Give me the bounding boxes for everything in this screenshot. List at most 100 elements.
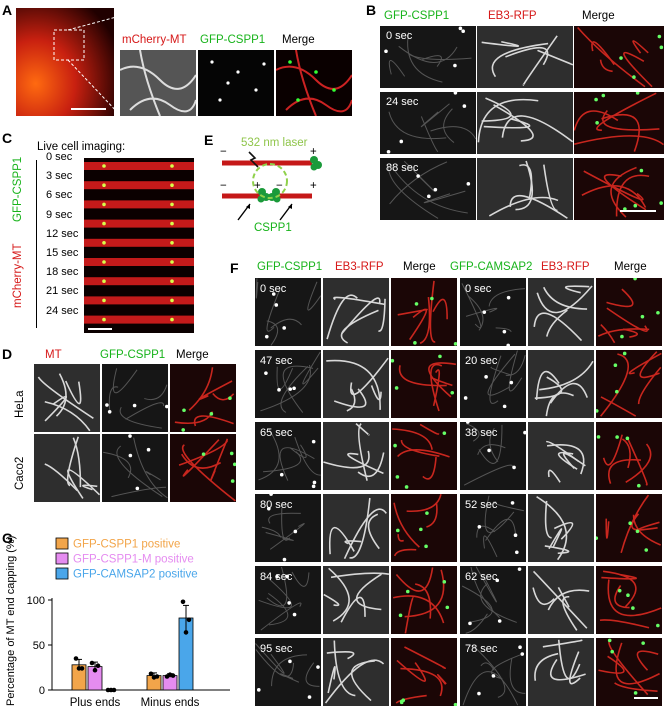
panel-e-minus-1: − <box>220 146 227 158</box>
panel-f-right-ch1-tile <box>460 350 526 418</box>
panel-f-right-time-label: 38 sec <box>465 427 498 439</box>
panel-f-right-time-label: 52 sec <box>465 499 498 511</box>
zoom-guide-lines <box>67 15 121 116</box>
panel-c-ylabel-red: mCherry-MT <box>12 243 24 308</box>
data-point <box>89 660 95 666</box>
panel-a-cspp1-image <box>198 50 274 116</box>
panel-c-image <box>84 158 194 333</box>
panel-c-time-axis <box>36 160 37 328</box>
panel-f-right-time-label: 62 sec <box>465 571 498 583</box>
panel-c-ylabel-green: GFP-CSPP1 <box>12 156 24 222</box>
panel-f-right-merge-tile <box>596 422 662 490</box>
panel-f-right-ch1-tile <box>460 638 526 706</box>
panel-f-right-ch2-tile <box>528 494 594 562</box>
y-tick-label: 0 <box>39 685 45 697</box>
legend-label: GFP-CSPP1 positive <box>73 539 180 551</box>
panel-b-eb3-tile <box>477 158 573 220</box>
panel-d-row2-label: Caco2 <box>14 456 26 490</box>
panel-c-time-label: 21 sec <box>46 285 79 298</box>
panel-f-right-ch1-tile <box>460 494 526 562</box>
panel-d-merge-tile <box>170 434 236 502</box>
panel-f-right-merge-tile <box>596 494 662 562</box>
x-tick-label: Plus ends <box>70 697 121 709</box>
data-point <box>148 671 154 677</box>
legend-label: GFP-CSPP1-M positive <box>73 554 194 566</box>
legend-swatch <box>55 552 69 565</box>
panel-f-left-ch2-tile <box>323 638 389 706</box>
chart-ylabel: Percentage of MT end capping (%) <box>5 535 17 706</box>
panel-f-right-ch2-tile <box>528 278 594 346</box>
data-point <box>79 666 85 671</box>
panel-f-right-ch2-tile <box>528 638 594 706</box>
panel-f-right-time-label: 20 sec <box>465 355 498 367</box>
panel-label-f: F <box>230 260 239 276</box>
panel-e-plus-2: + <box>254 180 261 192</box>
panel-c-time-label: 18 sec <box>46 266 79 279</box>
panel-d-cspp1-tile <box>102 434 168 502</box>
data-point <box>186 617 192 623</box>
legend-swatch <box>55 567 69 580</box>
panel-d-ch2-label: GFP-CSPP1 <box>100 349 166 361</box>
panel-b-merge-tile <box>574 92 664 154</box>
panel-a-ch2-label: GFP-CSPP1 <box>200 34 266 46</box>
panel-e-laser-label: 532 nm laser <box>241 137 308 149</box>
panel-f-left-merge-tile <box>391 422 457 490</box>
panel-b-ch2-label: EB3-RFP <box>488 10 537 22</box>
panel-f-right-ch2-tile <box>528 422 594 490</box>
panel-f-left-time-label: 47 sec <box>260 355 293 367</box>
x-tick-label: Minus ends <box>141 697 200 709</box>
panel-a-overview-image <box>16 8 114 116</box>
panel-e-plus-1: + <box>310 146 317 158</box>
panel-b-scale-bar <box>620 210 656 212</box>
panel-f-left-ch2-tile <box>323 494 389 562</box>
panel-a-ch3-label: Merge <box>282 34 315 46</box>
panel-b-cspp1-tile <box>380 92 476 154</box>
panel-f-left-ch1-tile <box>255 350 321 418</box>
data-point <box>180 599 186 605</box>
panel-b-cspp1-tile <box>380 158 476 220</box>
panel-e-protein-label: CSPP1 <box>254 222 292 234</box>
data-point <box>170 673 176 678</box>
panel-f-left-time-label: 0 sec <box>260 283 287 295</box>
panel-e-minus-2: − <box>220 180 227 192</box>
panel-f-left-merge-tile <box>391 566 457 634</box>
panel-f-left-ch1-tile <box>255 278 321 346</box>
panel-f-left-time-label: 95 sec <box>260 643 293 655</box>
panel-label-a: A <box>2 2 13 18</box>
panel-f-left-ch1-label: GFP-CSPP1 <box>257 261 323 273</box>
panel-b-ch3-label: Merge <box>582 10 615 22</box>
panel-f-left-ch1-tile <box>255 638 321 706</box>
panel-f-left-ch2-tile <box>323 566 389 634</box>
panel-d-row1-label: HeLa <box>14 390 26 419</box>
panel-f-left-time-label: 84 sec <box>260 571 293 583</box>
panel-c-time-label: 9 sec <box>46 208 73 221</box>
panel-f-right-time-label: 78 sec <box>465 643 498 655</box>
data-point <box>183 630 189 635</box>
panel-a-ch1-label: mCherry-MT <box>122 34 187 46</box>
panel-c-scale-bar <box>88 328 112 330</box>
panel-d-cspp1-tile <box>102 364 168 432</box>
data-point <box>154 674 160 679</box>
panel-f-left-merge-tile <box>391 494 457 562</box>
panel-d-scale-bar <box>178 508 198 510</box>
panel-f-right-ch1-tile <box>460 422 526 490</box>
panel-f-right-merge-tile <box>596 278 662 346</box>
panel-f-left-ch1-tile <box>255 422 321 490</box>
panel-f-right-ch1-tile <box>460 566 526 634</box>
panel-b-cspp1-tile <box>380 26 476 88</box>
data-point <box>92 667 98 673</box>
panel-f-right-ch2-tile <box>528 566 594 634</box>
panel-b-time-label: 0 sec <box>386 30 413 42</box>
panel-b-time-label: 88 sec <box>386 162 419 174</box>
panel-b-merge-tile <box>574 158 664 220</box>
panel-f-left-merge-tile <box>391 638 457 706</box>
panel-label-d: D <box>2 346 13 362</box>
panel-f-right-ch1-tile <box>460 278 526 346</box>
panel-f-right-ch3-label: Merge <box>614 261 647 273</box>
data-point <box>73 656 79 661</box>
panel-d-mt-tile <box>34 434 100 502</box>
panel-c-time-label: 3 sec <box>46 170 73 183</box>
panel-e-plus-3: + <box>310 180 317 192</box>
panel-f-scale-bar <box>634 697 658 699</box>
panel-d-merge-tile <box>170 364 236 432</box>
